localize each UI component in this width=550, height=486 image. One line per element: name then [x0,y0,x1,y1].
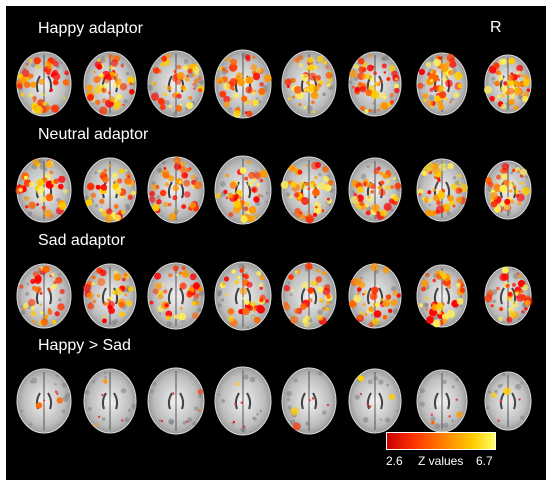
colorbar-max-label: 6.7 [476,454,493,468]
brain-slice-row2-col1 [15,157,72,223]
brain-slice-row1-col1 [16,51,72,117]
brain-slice-row4-col8 [484,371,532,431]
brain-slice-row3-col6 [348,263,402,329]
brain-slice-row1-col4 [214,49,272,119]
colorbar-min-label: 2.6 [386,454,403,468]
brain-slice-row2-col8 [484,160,532,220]
brain-slice-row4-col5 [281,367,337,435]
brain-slice-row4-col2 [83,368,137,434]
brain-slice-row3-col3 [147,262,205,330]
colorbar [386,432,496,450]
orientation-label: R [490,19,502,36]
brain-slice-row2-col7 [416,158,469,222]
panel-title-neutral-adaptor: Neutral adaptor [38,126,149,143]
panel-title-sad-adaptor: Sad adaptor [38,232,126,249]
brain-slice-row1-col7 [416,52,468,116]
brain-slice-row4-col4 [214,366,272,436]
brain-slice-row3-col2 [82,263,137,329]
brain-slice-row2-col4 [214,155,272,225]
brain-slice-row2-col3 [147,156,205,224]
brain-slice-row3-col8 [484,266,533,326]
brain-slice-row4-col7 [416,369,468,433]
brain-slice-row2-col6 [348,157,402,223]
panel-title-happy-adaptor: Happy adaptor [38,20,143,37]
brain-slice-row3-col5 [281,262,337,330]
figure-panel: Happy adaptor Neutral adaptor Sad adapto… [6,6,546,480]
brain-slice-row1-col8 [483,54,532,114]
panel-title-happy-gt-sad: Happy > Sad [38,337,131,354]
colorbar-title: Z values [418,454,464,468]
brain-slice-row1-col5 [281,50,337,118]
brain-slice-row2-col5 [280,156,337,224]
brain-slice-row2-col2 [83,157,137,223]
brain-slice-row3-col1 [16,263,72,329]
brain-slice-row3-col7 [416,264,468,328]
brain-slice-row3-col4 [214,261,272,331]
brain-slice-row1-col6 [348,51,402,117]
brain-slice-row1-col2 [83,51,137,117]
brain-slice-row4-col3 [147,367,205,435]
colorbar-legend: 2.6 Z values 6.7 [386,432,496,472]
brain-slice-row1-col3 [146,50,205,118]
brain-slice-row4-col6 [348,368,402,434]
brain-slices-canvas [15,49,533,436]
brain-slice-row4-col1 [16,368,72,434]
